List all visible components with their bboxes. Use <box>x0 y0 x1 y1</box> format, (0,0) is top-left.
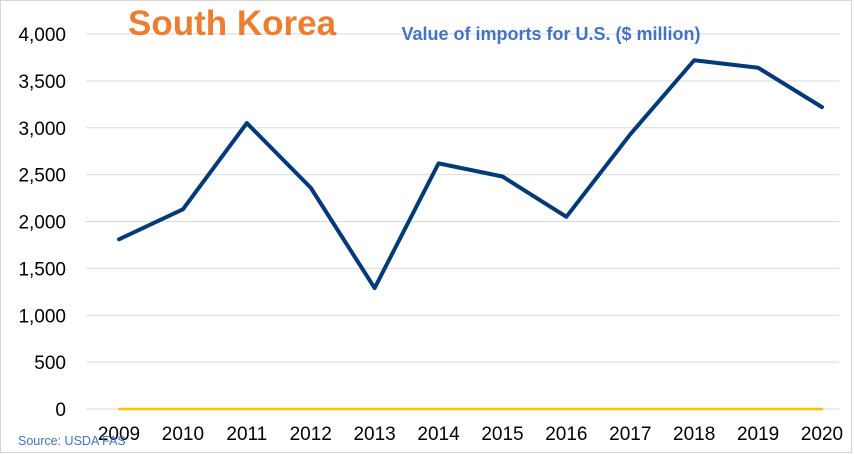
gridlines <box>86 33 839 410</box>
y-axis-tick-labels: 0 500 1,000 1,500 2,000 2,500 3,000 3,500 4,000 <box>18 25 66 421</box>
series-lines <box>117 58 824 411</box>
x-tick-label: 2018 <box>673 424 715 445</box>
y-tick-label: 500 <box>34 353 66 374</box>
y-tick-label: 2,000 <box>18 213 66 234</box>
x-tick-label: 2012 <box>290 424 332 445</box>
x-tick-label: 2011 <box>226 424 267 445</box>
x-tick-label: 2010 <box>162 424 204 445</box>
y-tick-label: 1,000 <box>18 306 66 327</box>
y-tick-label: 2,500 <box>18 166 66 187</box>
x-axis-tick-labels: 2009 2010 2011 2012 2013 2014 2015 2016 2017 2018… <box>98 424 843 445</box>
x-tick-label: 2017 <box>609 424 651 445</box>
y-tick-label: 0 <box>55 400 66 421</box>
chart-subtitle: Value of imports for U.S. ($ million) <box>401 24 701 44</box>
x-tick-label: 2014 <box>417 424 460 445</box>
y-tick-label: 4,000 <box>18 25 66 46</box>
series-line-imports <box>117 58 824 291</box>
chart-title: South Korea <box>128 4 337 43</box>
x-tick-label: 2009 <box>98 424 140 445</box>
y-tick-label: 3,000 <box>18 119 66 140</box>
x-tick-label: 2019 <box>737 424 779 445</box>
x-tick-label: 2013 <box>353 424 395 445</box>
source-note: Source: USDA FAS <box>18 434 126 448</box>
x-tick-label: 2015 <box>481 424 523 445</box>
x-tick-label: 2016 <box>545 424 587 445</box>
x-tick-label: 2020 <box>801 424 843 445</box>
y-tick-label: 3,500 <box>18 72 66 93</box>
y-tick-label: 1,500 <box>18 259 66 280</box>
